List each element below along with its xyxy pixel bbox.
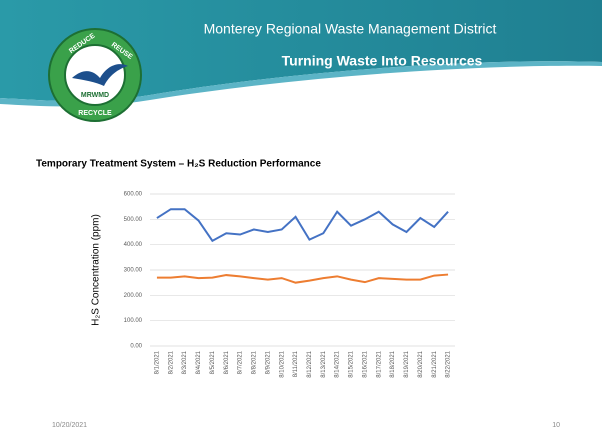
x-tick-label: 8/14/2021 — [335, 350, 341, 377]
y-tick-label: 200.00 — [124, 293, 143, 299]
y-tick-label: 400.00 — [124, 242, 143, 248]
y-tick-label: 0.00 — [130, 344, 142, 350]
x-tick-label: 8/6/2021 — [224, 350, 230, 374]
x-tick-label: 8/17/2021 — [376, 350, 382, 377]
x-tick-label: 8/3/2021 — [182, 350, 188, 374]
y-axis-label: H₂S Concentration (ppm) — [91, 214, 102, 326]
x-tick-label: 8/2/2021 — [168, 350, 174, 374]
y-tick-label: 500.00 — [124, 217, 143, 223]
x-tick-label: 8/20/2021 — [418, 350, 424, 377]
org-name: Monterey Regional Waste Management Distr… — [204, 21, 497, 37]
x-tick-label: 8/10/2021 — [279, 350, 285, 377]
x-tick-label: 8/4/2021 — [196, 350, 202, 374]
footer-date: 10/20/2021 — [52, 422, 87, 429]
header-band — [0, 0, 602, 102]
x-tick-label: 8/7/2021 — [238, 350, 244, 374]
logo-text: RECYCLE — [78, 110, 112, 117]
x-tick-label: 8/13/2021 — [321, 350, 327, 377]
logo-text: MRWMD — [81, 92, 109, 99]
y-tick-label: 100.00 — [124, 318, 143, 324]
x-tick-label: 8/15/2021 — [349, 350, 355, 377]
x-tick-label: 8/22/2021 — [446, 350, 452, 377]
x-tick-label: 8/21/2021 — [432, 350, 438, 377]
chart-title: Temporary Treatment System – H₂S Reducti… — [36, 159, 321, 170]
tagline: Turning Waste Into Resources — [282, 53, 483, 69]
series-line — [156, 273, 449, 284]
x-tick-label: 8/8/2021 — [252, 350, 258, 374]
x-tick-label: 8/5/2021 — [210, 350, 216, 374]
series-line — [156, 208, 449, 243]
x-tick-label: 8/16/2021 — [362, 350, 368, 377]
logo: REDUCE REUSE MRWMD RECYCLE — [48, 28, 142, 122]
y-tick-label: 600.00 — [124, 192, 143, 198]
x-tick-label: 8/18/2021 — [390, 350, 396, 377]
header-swoosh — [0, 61, 602, 107]
x-tick-label: 8/12/2021 — [307, 350, 313, 377]
x-tick-label: 8/11/2021 — [293, 350, 299, 377]
y-tick-label: 300.00 — [124, 268, 143, 274]
x-tick-label: 8/19/2021 — [404, 350, 410, 377]
since: Since 1951 — [394, 76, 449, 88]
footer-page: 10 — [552, 422, 560, 429]
x-tick-label: 8/9/2021 — [265, 350, 271, 374]
x-tick-label: 8/1/2021 — [155, 350, 161, 374]
